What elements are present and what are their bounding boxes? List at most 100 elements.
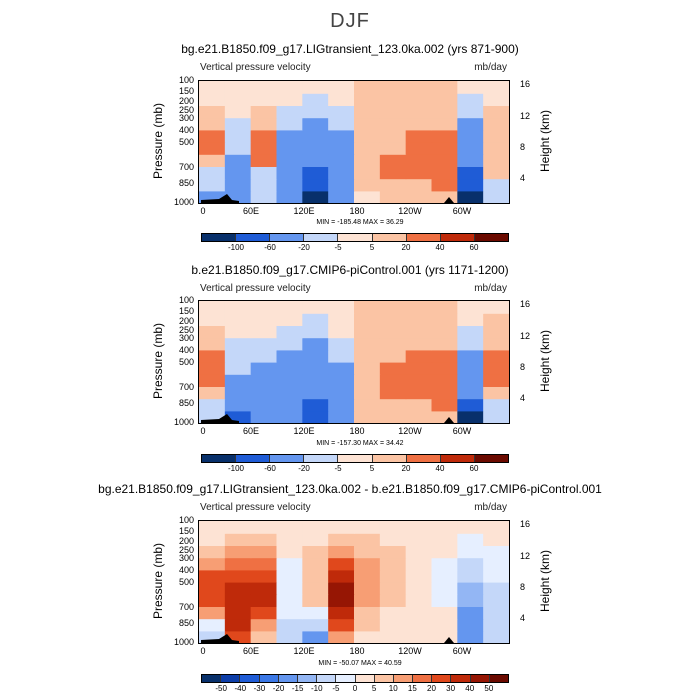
heatmap-cell — [431, 117, 458, 131]
heatmap-cell — [302, 386, 329, 400]
colorbar-label: -60 — [264, 464, 276, 473]
heatmap-cell — [302, 630, 329, 643]
heatmap-cell — [199, 362, 226, 375]
heatmap-cell — [224, 398, 252, 412]
colorbar-label: 5 — [369, 243, 375, 252]
heatmap-cell — [354, 301, 381, 314]
heatmap-cell — [483, 594, 509, 607]
heatmap-cell — [483, 349, 509, 363]
heatmap-cell — [354, 630, 381, 643]
pressure-tick: 1000 — [173, 197, 194, 207]
heatmap-cell — [483, 190, 509, 203]
colorbar-swatch — [440, 455, 475, 462]
heatmap-cell — [483, 337, 509, 351]
heatmap-cell — [328, 301, 355, 314]
heatmap-cell — [431, 386, 458, 400]
heatmap-cell — [250, 521, 278, 534]
pressure-tick: 200 — [178, 96, 194, 106]
heatmap-cell — [354, 166, 381, 180]
heatmap-cell — [483, 533, 509, 546]
heatmap-cell — [483, 362, 509, 375]
heatmap-cell — [379, 362, 407, 375]
heatmap-cell — [483, 178, 509, 192]
colorbar-swatch — [278, 675, 298, 682]
heatmap-cell — [250, 349, 278, 363]
heatmap-cell — [276, 569, 303, 583]
heatmap-cell — [405, 582, 433, 595]
heatmap-cell — [328, 337, 355, 351]
colorbar-label: 60 — [469, 243, 479, 252]
heatmap-cell — [457, 301, 484, 314]
colorbar-swatch — [413, 675, 433, 682]
pressure-tick: 150 — [178, 526, 194, 536]
heatmap-cell — [250, 594, 278, 607]
panel-title: b.e21.B1850.f09_g17.CMIP6-piControl.001 … — [191, 263, 509, 277]
heatmap-cell — [431, 313, 458, 326]
colorbar-label: 0 — [352, 684, 358, 693]
heatmap-cell — [379, 301, 407, 314]
topography-mask — [201, 414, 454, 423]
variable-name: Vertical pressure velocity — [200, 62, 311, 73]
heatmap-plot — [198, 300, 510, 424]
heatmap-cell — [328, 325, 355, 339]
heatmap-cell — [199, 349, 226, 363]
height-tick: 16 — [520, 79, 531, 89]
pressure-tick: 200 — [178, 536, 194, 546]
colorbar-label: 30 — [446, 684, 456, 693]
min-max-readout: MIN = -185.48 MAX = 36.29 — [316, 219, 404, 226]
heatmap-cell — [379, 545, 407, 559]
heatmap-cell — [250, 618, 278, 632]
heatmap-cell — [405, 606, 433, 620]
heatmap-cell — [457, 81, 484, 94]
colorbar-swatch — [270, 234, 305, 241]
heatmap-cell — [431, 337, 458, 351]
heatmap-cell — [250, 129, 278, 143]
heatmap-cell — [224, 521, 252, 534]
heatmap-cell — [276, 325, 303, 339]
heatmap-cell — [276, 533, 303, 546]
colorbar-label: 40 — [465, 684, 475, 693]
heatmap-cell — [276, 337, 303, 351]
heatmap-cell — [302, 105, 329, 119]
colorbar-swatch — [240, 675, 260, 682]
heatmap-cell — [379, 630, 407, 643]
heatmap-cell — [405, 374, 433, 387]
heatmap-cell — [354, 337, 381, 351]
heatmap-cell — [457, 129, 484, 143]
heatmap-cell — [431, 362, 458, 375]
heatmap-cell — [431, 105, 458, 119]
variable-name: Vertical pressure velocity — [200, 283, 311, 294]
heatmap-cell — [457, 618, 484, 632]
colorbar-label: 5 — [371, 684, 377, 693]
heatmap-cell — [354, 594, 381, 607]
heatmap-cell — [457, 362, 484, 375]
heatmap-cell — [250, 630, 278, 643]
heatmap-cell — [250, 398, 278, 412]
heatmap-cell — [354, 557, 381, 571]
height-tick: 12 — [520, 551, 531, 561]
colorbar-label: -5 — [334, 464, 342, 473]
heatmap-cell — [199, 301, 226, 314]
heatmap-cell — [431, 325, 458, 339]
longitude-tick: 120E — [293, 426, 315, 436]
heatmap-cell — [302, 190, 329, 203]
heatmap-cell — [250, 93, 278, 106]
heatmap-cell — [224, 154, 252, 167]
heatmap-cell — [276, 105, 303, 119]
pressure-tick: 150 — [178, 86, 194, 96]
colorbar — [201, 454, 509, 463]
heatmap-cell — [302, 398, 329, 412]
heatmap-cell — [354, 618, 381, 632]
heatmap-cell — [457, 533, 484, 546]
heatmap-cell — [276, 545, 303, 559]
heatmap-cell — [276, 557, 303, 571]
heatmap-cell — [483, 374, 509, 387]
heatmap-cell — [250, 386, 278, 400]
heatmap-cell — [379, 117, 407, 131]
heatmap-cell — [483, 105, 509, 119]
heatmap-plot — [198, 80, 510, 204]
heatmap-cell — [276, 410, 303, 423]
colorbar-swatch — [236, 234, 271, 241]
height-tick: 8 — [520, 362, 526, 372]
heatmap-cell — [328, 533, 355, 546]
